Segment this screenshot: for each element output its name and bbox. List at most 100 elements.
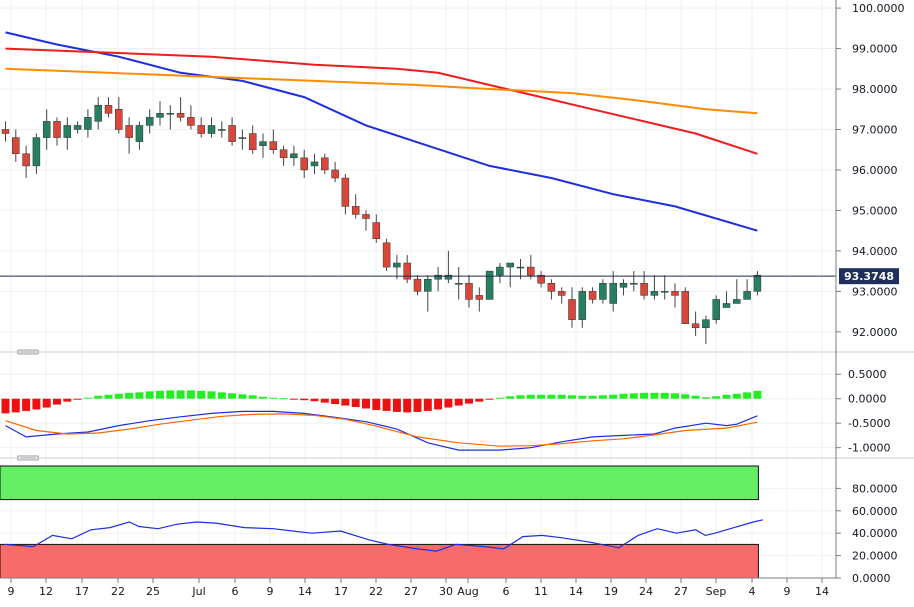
candle (578, 287, 587, 328)
candle-body (660, 291, 669, 293)
price-pane[interactable] (0, 31, 836, 344)
rsi-y-tick-label: 20.0000 (852, 550, 898, 563)
candle (166, 105, 175, 130)
candle (743, 279, 751, 300)
candle (310, 153, 319, 174)
macd-y-tick-label: -0.5000 (848, 417, 890, 430)
candle (454, 267, 463, 300)
rsi-line-1 (4, 519, 764, 552)
candle (485, 270, 494, 300)
x-tick-label: 22 (369, 585, 383, 598)
candle-body (166, 113, 175, 115)
candle-body (537, 274, 545, 284)
histogram-bar (53, 398, 61, 405)
candle (691, 311, 700, 336)
histogram-bar (753, 390, 762, 399)
last-price-label: 93.3748 (844, 270, 894, 283)
histogram-bar (701, 397, 710, 399)
candle-body (568, 299, 576, 320)
candle (331, 161, 339, 183)
candle-body (135, 125, 144, 142)
candle-body (63, 125, 72, 138)
x-tick-label: 24 (639, 585, 653, 598)
candle (145, 109, 154, 134)
oscillator-pane[interactable] (0, 465, 764, 579)
candle (434, 267, 442, 292)
candle (63, 117, 72, 150)
candle (207, 117, 216, 138)
macd-line-1 (5, 410, 758, 451)
candle (660, 275, 669, 300)
candle-body (259, 141, 267, 146)
histogram-bar (228, 393, 237, 399)
candle (609, 271, 617, 312)
indicator-pane[interactable] (1, 390, 762, 451)
candle-body (53, 121, 61, 138)
moving-average-line-1 (5, 31, 758, 232)
candle-body (516, 266, 525, 269)
candle (671, 283, 679, 308)
histogram-bar (403, 398, 412, 413)
macd-line-2 (5, 413, 758, 447)
histogram-bar (671, 393, 679, 399)
candle-body (712, 299, 720, 320)
candle (640, 271, 648, 300)
candle (228, 117, 236, 146)
candle (156, 101, 164, 126)
overbought-zone (0, 465, 759, 501)
candle (588, 287, 597, 304)
candle-body (321, 157, 329, 171)
candle (351, 194, 360, 219)
candle-body (42, 121, 51, 138)
histogram-bar (722, 394, 731, 399)
candle-body (290, 153, 298, 159)
histogram-bar (362, 398, 370, 409)
candle-body (207, 125, 216, 134)
x-tick-label: 4 (749, 585, 756, 598)
candle (599, 279, 607, 304)
rsi-y-tick-label: 60.0000 (852, 505, 898, 518)
candle-body (22, 153, 30, 167)
candle-body (650, 291, 659, 296)
candle (187, 105, 195, 130)
candle (248, 125, 257, 154)
candle-body (506, 262, 514, 268)
histogram-bar (248, 395, 257, 399)
candle (362, 210, 370, 231)
histogram-bar (640, 392, 649, 399)
candle (733, 279, 741, 304)
candle-body (248, 133, 257, 150)
histogram-bar (341, 398, 350, 406)
candle-body (300, 157, 308, 171)
x-tick-label: 14 (815, 585, 829, 598)
candle-body (630, 283, 638, 285)
x-tick-label: 12 (39, 585, 53, 598)
x-tick-label: 6 (232, 585, 239, 598)
candle-body (403, 262, 411, 280)
histogram-bar (372, 398, 381, 410)
candle-body (722, 303, 731, 308)
candle-body (156, 113, 164, 118)
x-tick-label: 6 (503, 585, 510, 598)
candle (218, 121, 226, 138)
x-tick-label: 27 (404, 585, 418, 598)
candle-body (599, 283, 607, 300)
candle-body (228, 125, 236, 142)
histogram-bar (125, 392, 134, 399)
x-tick-label: 9 (8, 585, 15, 598)
candle (290, 145, 298, 166)
candle (444, 250, 453, 284)
histogram-bar (94, 395, 103, 399)
candle-body (382, 242, 391, 268)
x-tick-label: 30 (439, 585, 453, 598)
histogram-bar (434, 398, 443, 410)
histogram-bar (42, 398, 51, 408)
candle (403, 254, 411, 284)
candle-body (331, 169, 339, 179)
price-y-tick-label: 97.0000 (852, 123, 898, 136)
histogram-bar (166, 390, 175, 399)
candle-body (619, 283, 628, 288)
candle (259, 133, 267, 158)
rsi-y-tick-label: 40.0000 (852, 527, 898, 540)
